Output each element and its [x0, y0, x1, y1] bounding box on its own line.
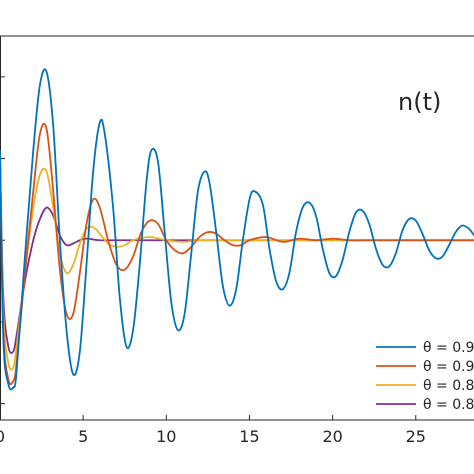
legend-label: θ = 0.9	[423, 340, 474, 356]
x-tick-label: 20	[322, 427, 342, 446]
annotation-label: n(t)	[398, 88, 441, 116]
x-tick-label: 15	[239, 427, 259, 446]
series-line-1	[0, 68, 474, 391]
x-tick-label: 10	[156, 427, 176, 446]
x-ticks: 0 5 10 15 20 25	[0, 415, 426, 446]
legend-label: θ = 0.9	[423, 359, 474, 375]
x-tick-label: 5	[78, 427, 88, 446]
legend: θ = 0.9 θ = 0.9 θ = 0.8 θ = 0.8	[368, 334, 474, 414]
legend-label: θ = 0.8	[423, 397, 474, 413]
legend-label: θ = 0.8	[423, 378, 474, 394]
x-tick-label: 0	[0, 427, 5, 446]
series-line-2	[0, 122, 474, 386]
x-tick-label: 25	[406, 427, 426, 446]
series-lines	[0, 68, 474, 391]
